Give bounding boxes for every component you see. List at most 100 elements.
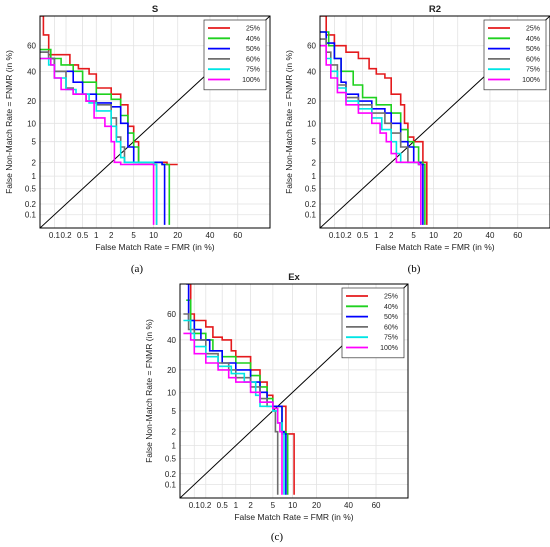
legend-entry-label: 40% bbox=[246, 36, 260, 43]
chart-title: Ex bbox=[288, 272, 300, 283]
y-tick-label: 1 bbox=[312, 172, 317, 181]
legend-box bbox=[341, 287, 405, 359]
legend-entry-label: 75% bbox=[526, 67, 540, 74]
legend: 25% 40% 50% 60% 75% 100% bbox=[483, 19, 547, 91]
legend-entry-label: 100% bbox=[242, 77, 260, 84]
x-tick-label: 60 bbox=[513, 231, 522, 240]
y-tick-label: 40 bbox=[167, 336, 176, 345]
x-tick-label: 5 bbox=[411, 231, 416, 240]
legend-entry-label: 50% bbox=[526, 46, 540, 53]
y-tick-label: 5 bbox=[32, 138, 37, 147]
x-tick-label: 2 bbox=[389, 231, 394, 240]
x-tick-label: 2 bbox=[109, 231, 114, 240]
y-tick-label: 0.2 bbox=[25, 200, 37, 209]
x-tick-label: 0.5 bbox=[217, 501, 229, 510]
x-axis-label: False Match Rate = FMR (in %) bbox=[234, 512, 353, 522]
legend-entry-label: 40% bbox=[384, 304, 398, 311]
legend-entry-label: 25% bbox=[526, 26, 540, 33]
x-tick-label: 20 bbox=[173, 231, 182, 240]
x-tick-label: 60 bbox=[233, 231, 242, 240]
x-tick-label: 40 bbox=[206, 231, 215, 240]
x-tick-label: 5 bbox=[271, 501, 276, 510]
panel-caption: (a) bbox=[131, 263, 144, 275]
legend-entry-label: 100% bbox=[380, 345, 398, 352]
series-line-100pct bbox=[40, 57, 155, 225]
y-tick-label: 20 bbox=[307, 97, 316, 106]
x-axis-label: False Match Rate = FMR (in %) bbox=[95, 242, 214, 252]
series-line-25pct bbox=[320, 16, 428, 225]
y-tick-label: 0.5 bbox=[305, 185, 317, 194]
panel-caption: (b) bbox=[408, 263, 421, 275]
y-tick-label: 0.2 bbox=[165, 470, 177, 479]
legend: 25% 40% 50% 60% 75% 100% bbox=[203, 19, 267, 91]
series-line-100pct bbox=[320, 44, 422, 225]
series-line-100pct bbox=[183, 332, 283, 495]
y-tick-label: 2 bbox=[32, 158, 37, 167]
legend: 25% 40% 50% 60% 75% 100% bbox=[341, 287, 405, 359]
y-tick-label: 2 bbox=[172, 428, 177, 437]
x-tick-label: 0.2 bbox=[340, 231, 352, 240]
y-tick-label: 0.1 bbox=[165, 481, 177, 490]
legend-entry-label: 25% bbox=[246, 26, 260, 33]
y-tick-label: 0.5 bbox=[165, 454, 177, 463]
y-tick-label: 10 bbox=[167, 388, 176, 397]
x-tick-label: 1 bbox=[234, 501, 239, 510]
x-tick-label: 1 bbox=[94, 231, 99, 240]
y-tick-label: 5 bbox=[312, 138, 317, 147]
y-tick-label: 20 bbox=[27, 97, 36, 106]
y-tick-label: 10 bbox=[307, 119, 316, 128]
series-line-50pct bbox=[320, 31, 424, 225]
x-tick-label: 10 bbox=[149, 231, 158, 240]
legend-entry-label: 40% bbox=[526, 36, 540, 43]
y-tick-label: 0.1 bbox=[25, 211, 37, 220]
x-tick-label: 0.1 bbox=[189, 501, 201, 510]
x-tick-label: 0.2 bbox=[60, 231, 72, 240]
y-tick-label: 0.2 bbox=[305, 200, 317, 209]
x-tick-label: 0.5 bbox=[77, 231, 89, 240]
chart-title: R2 bbox=[429, 4, 441, 15]
x-tick-label: 10 bbox=[288, 501, 297, 510]
x-tick-label: 2 bbox=[248, 501, 253, 510]
legend-entry-label: 60% bbox=[246, 56, 260, 63]
plot-frame bbox=[179, 283, 409, 499]
panel-caption: (c) bbox=[271, 531, 284, 543]
legend-box bbox=[483, 19, 547, 91]
x-tick-label: 0.2 bbox=[200, 501, 212, 510]
legend-entry-label: 50% bbox=[384, 314, 398, 321]
y-tick-label: 2 bbox=[312, 158, 317, 167]
y-tick-label: 10 bbox=[27, 119, 36, 128]
plot-frame bbox=[39, 15, 271, 229]
legend-entry-label: 50% bbox=[246, 46, 260, 53]
x-tick-label: 5 bbox=[131, 231, 136, 240]
y-tick-label: 60 bbox=[167, 310, 176, 319]
x-tick-label: 0.1 bbox=[49, 231, 61, 240]
y-tick-label: 0.1 bbox=[305, 211, 317, 220]
x-tick-label: 60 bbox=[372, 501, 381, 510]
det-panel-2: 0.1 0.2 0.5 1 2 5 10 20 40 600.10.20.512510204060… bbox=[284, 4, 550, 275]
y-tick-label: 40 bbox=[27, 67, 36, 76]
x-tick-label: 10 bbox=[429, 231, 438, 240]
x-axis-label: False Match Rate = FMR (in %) bbox=[375, 242, 494, 252]
y-tick-label: 5 bbox=[172, 407, 177, 416]
y-tick-label: 40 bbox=[307, 67, 316, 76]
x-tick-label: 20 bbox=[453, 231, 462, 240]
chart-title: S bbox=[152, 4, 158, 15]
y-tick-label: 1 bbox=[172, 442, 177, 451]
x-tick-label: 20 bbox=[312, 501, 321, 510]
y-axis-label: False Non-Match Rate = FNMR (in %) bbox=[4, 50, 14, 194]
y-tick-label: 0.5 bbox=[25, 185, 37, 194]
y-axis-label: False Non-Match Rate = FNMR (in %) bbox=[144, 319, 154, 463]
y-tick-label: 60 bbox=[27, 42, 36, 51]
y-tick-label: 20 bbox=[167, 366, 176, 375]
legend-entry-label: 25% bbox=[384, 294, 398, 301]
legend-box bbox=[203, 19, 267, 91]
legend-entry-label: 75% bbox=[246, 67, 260, 74]
det-panel-1: 0.1 0.2 0.5 1 2 5 10 20 40 600.10.20.512510204060… bbox=[4, 4, 271, 275]
det-panel-3: 0.1 0.2 0.5 1 2 5 10 20 40 600.10.20.512510204060… bbox=[144, 272, 409, 543]
y-tick-label: 1 bbox=[32, 172, 37, 181]
legend-entry-label: 60% bbox=[526, 56, 540, 63]
y-axis-label: False Non-Match Rate = FNMR (in %) bbox=[284, 50, 294, 194]
plot-frame bbox=[319, 15, 550, 229]
legend-entry-label: 60% bbox=[384, 324, 398, 331]
